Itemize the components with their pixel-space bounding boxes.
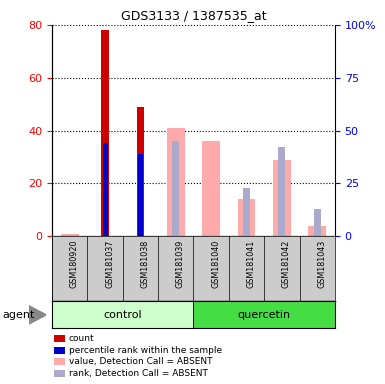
Bar (238, 199, 255, 236)
Text: rank, Detection Call = ABSENT: rank, Detection Call = ABSENT (69, 369, 208, 378)
Bar (138, 154, 143, 236)
Bar (52, 301, 193, 328)
Bar (137, 107, 144, 236)
Bar (61, 233, 79, 236)
Bar (314, 209, 321, 236)
Text: GSM181042: GSM181042 (282, 240, 291, 288)
Text: GSM181039: GSM181039 (176, 240, 185, 288)
Text: GSM181037: GSM181037 (105, 240, 114, 288)
Bar (273, 160, 291, 236)
Text: count: count (69, 334, 94, 343)
Bar (167, 128, 185, 236)
Text: control: control (104, 310, 142, 320)
Text: value, Detection Call = ABSENT: value, Detection Call = ABSENT (69, 357, 212, 366)
Text: agent: agent (2, 310, 34, 320)
Text: GSM181043: GSM181043 (317, 240, 326, 288)
Bar (308, 226, 326, 236)
Bar (172, 141, 179, 236)
Text: percentile rank within the sample: percentile rank within the sample (69, 346, 222, 355)
Bar (278, 147, 285, 236)
Text: GSM181041: GSM181041 (246, 240, 256, 288)
Bar (243, 187, 250, 236)
Bar (202, 141, 220, 236)
Bar (193, 301, 335, 328)
Polygon shape (29, 306, 46, 324)
Bar (102, 30, 109, 236)
Text: GSM181038: GSM181038 (141, 240, 149, 288)
Bar (102, 143, 107, 236)
Text: quercetin: quercetin (238, 310, 291, 320)
Title: GDS3133 / 1387535_at: GDS3133 / 1387535_at (121, 9, 266, 22)
Text: GSM181040: GSM181040 (211, 240, 220, 288)
Text: GSM180920: GSM180920 (70, 240, 79, 288)
